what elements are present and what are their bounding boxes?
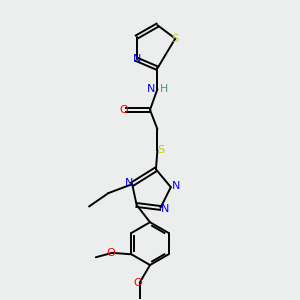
Text: H: H	[160, 84, 168, 94]
Text: S: S	[157, 145, 164, 155]
Text: O: O	[106, 248, 115, 258]
Text: O: O	[119, 105, 128, 115]
Text: N: N	[125, 178, 134, 188]
Text: N: N	[132, 54, 141, 64]
Text: N: N	[161, 204, 169, 214]
Text: N: N	[147, 84, 156, 94]
Text: S: S	[172, 34, 179, 44]
Text: N: N	[172, 181, 180, 191]
Text: O: O	[134, 278, 142, 288]
